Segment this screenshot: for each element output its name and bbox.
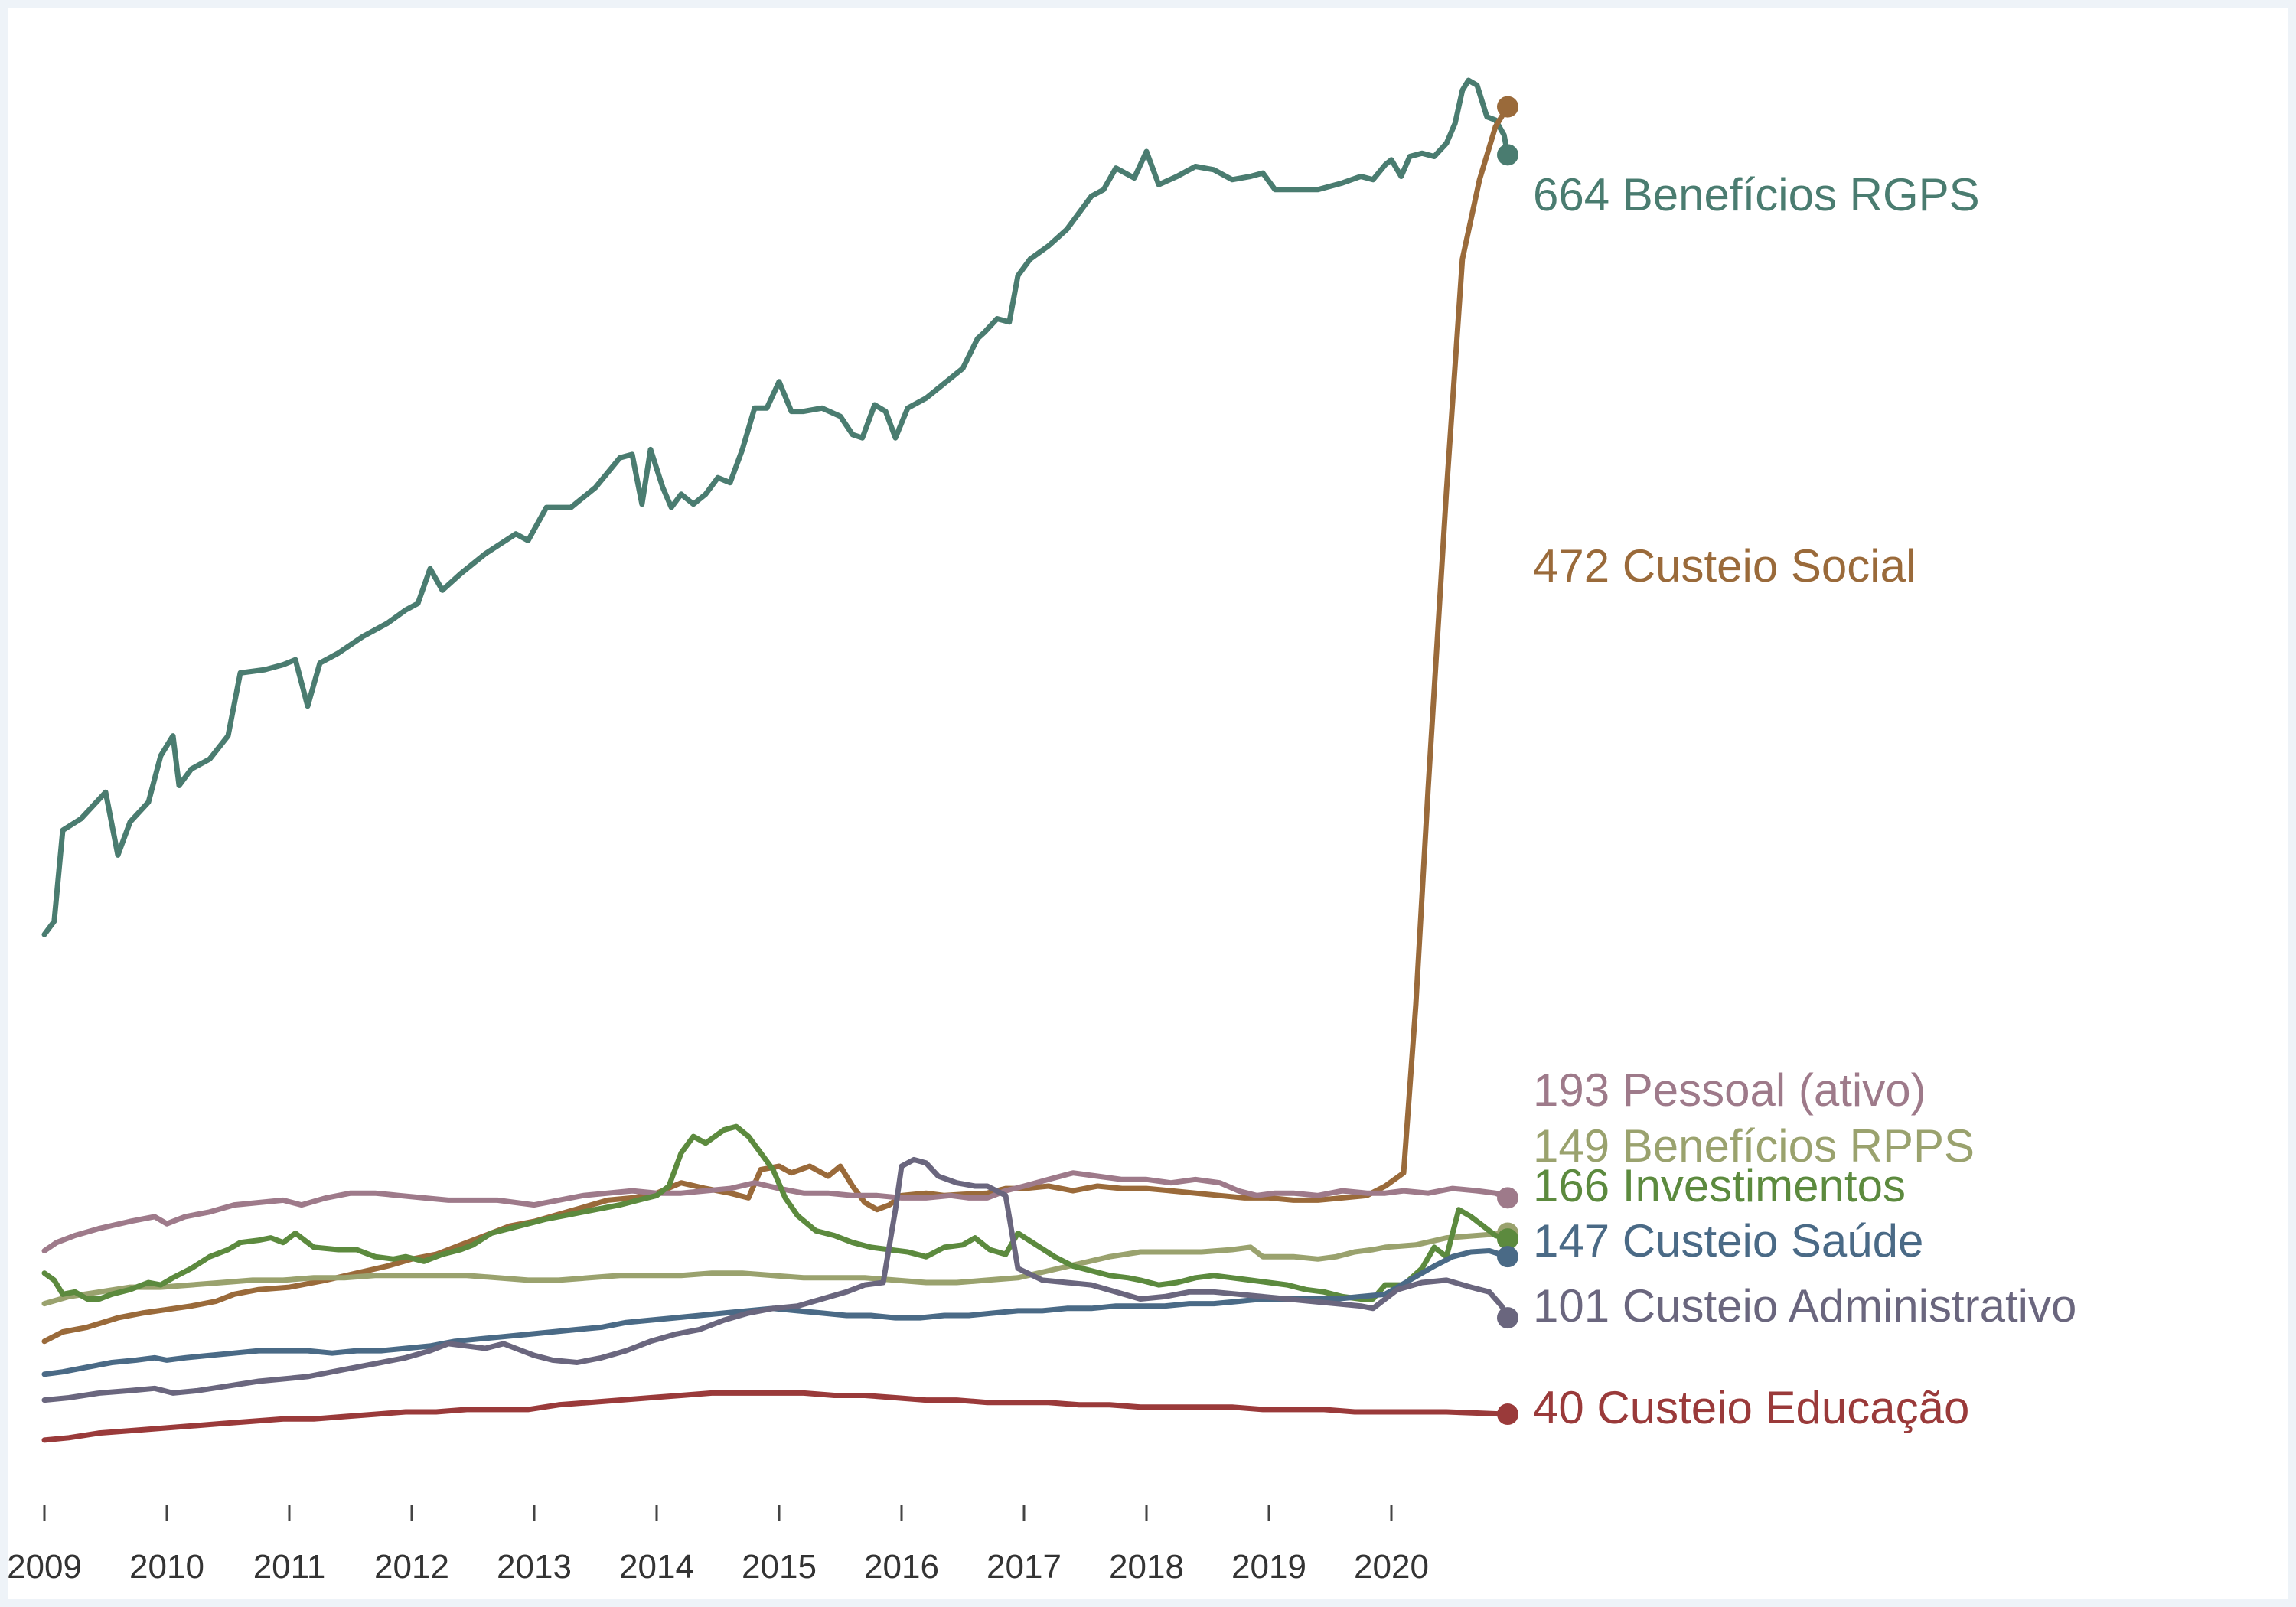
series-lines (41, 77, 1518, 1443)
x-axis: 2009 2010 2011 2012 2013 2014 2015 2016 2017 2018… (8, 1505, 1429, 1586)
series-line-custeio-administrativo (41, 1156, 1511, 1403)
series-end-dot (1497, 1307, 1518, 1329)
x-tick-label: 2020 (1354, 1548, 1429, 1586)
x-tick-label: 2011 (253, 1548, 326, 1586)
x-tick-label: 2010 (129, 1548, 204, 1586)
x-tick-label: 2017 (987, 1548, 1062, 1586)
series-line-custeio-social (41, 104, 1511, 1345)
series-end-dot (1497, 1246, 1518, 1268)
series-line-custeio-sa-de (41, 1248, 1511, 1377)
x-tick-label: 2009 (8, 1548, 82, 1586)
series-end-labels: 664 Benefícios RGPS 472 Custeio Social 193… (1533, 169, 2076, 1433)
series-end-label: 149 Benefícios RPPS (1533, 1120, 1975, 1172)
x-tick-label: 2014 (619, 1548, 694, 1586)
x-tick-label: 2019 (1231, 1548, 1306, 1586)
series-end-label: 101 Custeio Administrativo (1533, 1280, 2076, 1332)
x-tick-label: 2015 (742, 1548, 817, 1586)
series-end-label: 40 Custeio Educação (1533, 1382, 1969, 1433)
series-line-custeio-educa-o (41, 1390, 1511, 1443)
x-tick-label: 2016 (864, 1548, 939, 1586)
series-line-benef-cios-rpps (41, 1231, 1511, 1307)
series-end-label: 193 Pessoal (ativo) (1533, 1064, 1926, 1116)
series-end-label: 147 Custeio Saúde (1533, 1215, 1923, 1266)
series-line-pessoal-ativo- (41, 1170, 1511, 1253)
series-end-label: 472 Custeio Social (1533, 540, 1916, 592)
line-chart: 2009 2010 2011 2012 2013 2014 2015 2016 2017 2018… (8, 77, 2076, 1586)
series-line-investimentos (41, 1123, 1511, 1302)
series-end-dot (1497, 96, 1518, 118)
series-end-dot (1497, 144, 1518, 166)
series-end-label: 664 Benefícios RGPS (1533, 169, 1980, 220)
series-end-dot (1497, 1228, 1518, 1250)
x-tick-label: 2012 (374, 1548, 449, 1586)
series-line-benef-cios-rgps (41, 77, 1511, 937)
series-end-dot (1497, 1187, 1518, 1209)
chart-panel: 2009 2010 2011 2012 2013 2014 2015 2016 2017 2018… (8, 8, 2288, 1599)
series-end-dot (1497, 1403, 1518, 1426)
series-end-label: 166 Investimentos (1533, 1160, 1906, 1211)
x-tick-label: 2018 (1109, 1548, 1184, 1586)
x-tick-label: 2013 (497, 1548, 572, 1586)
